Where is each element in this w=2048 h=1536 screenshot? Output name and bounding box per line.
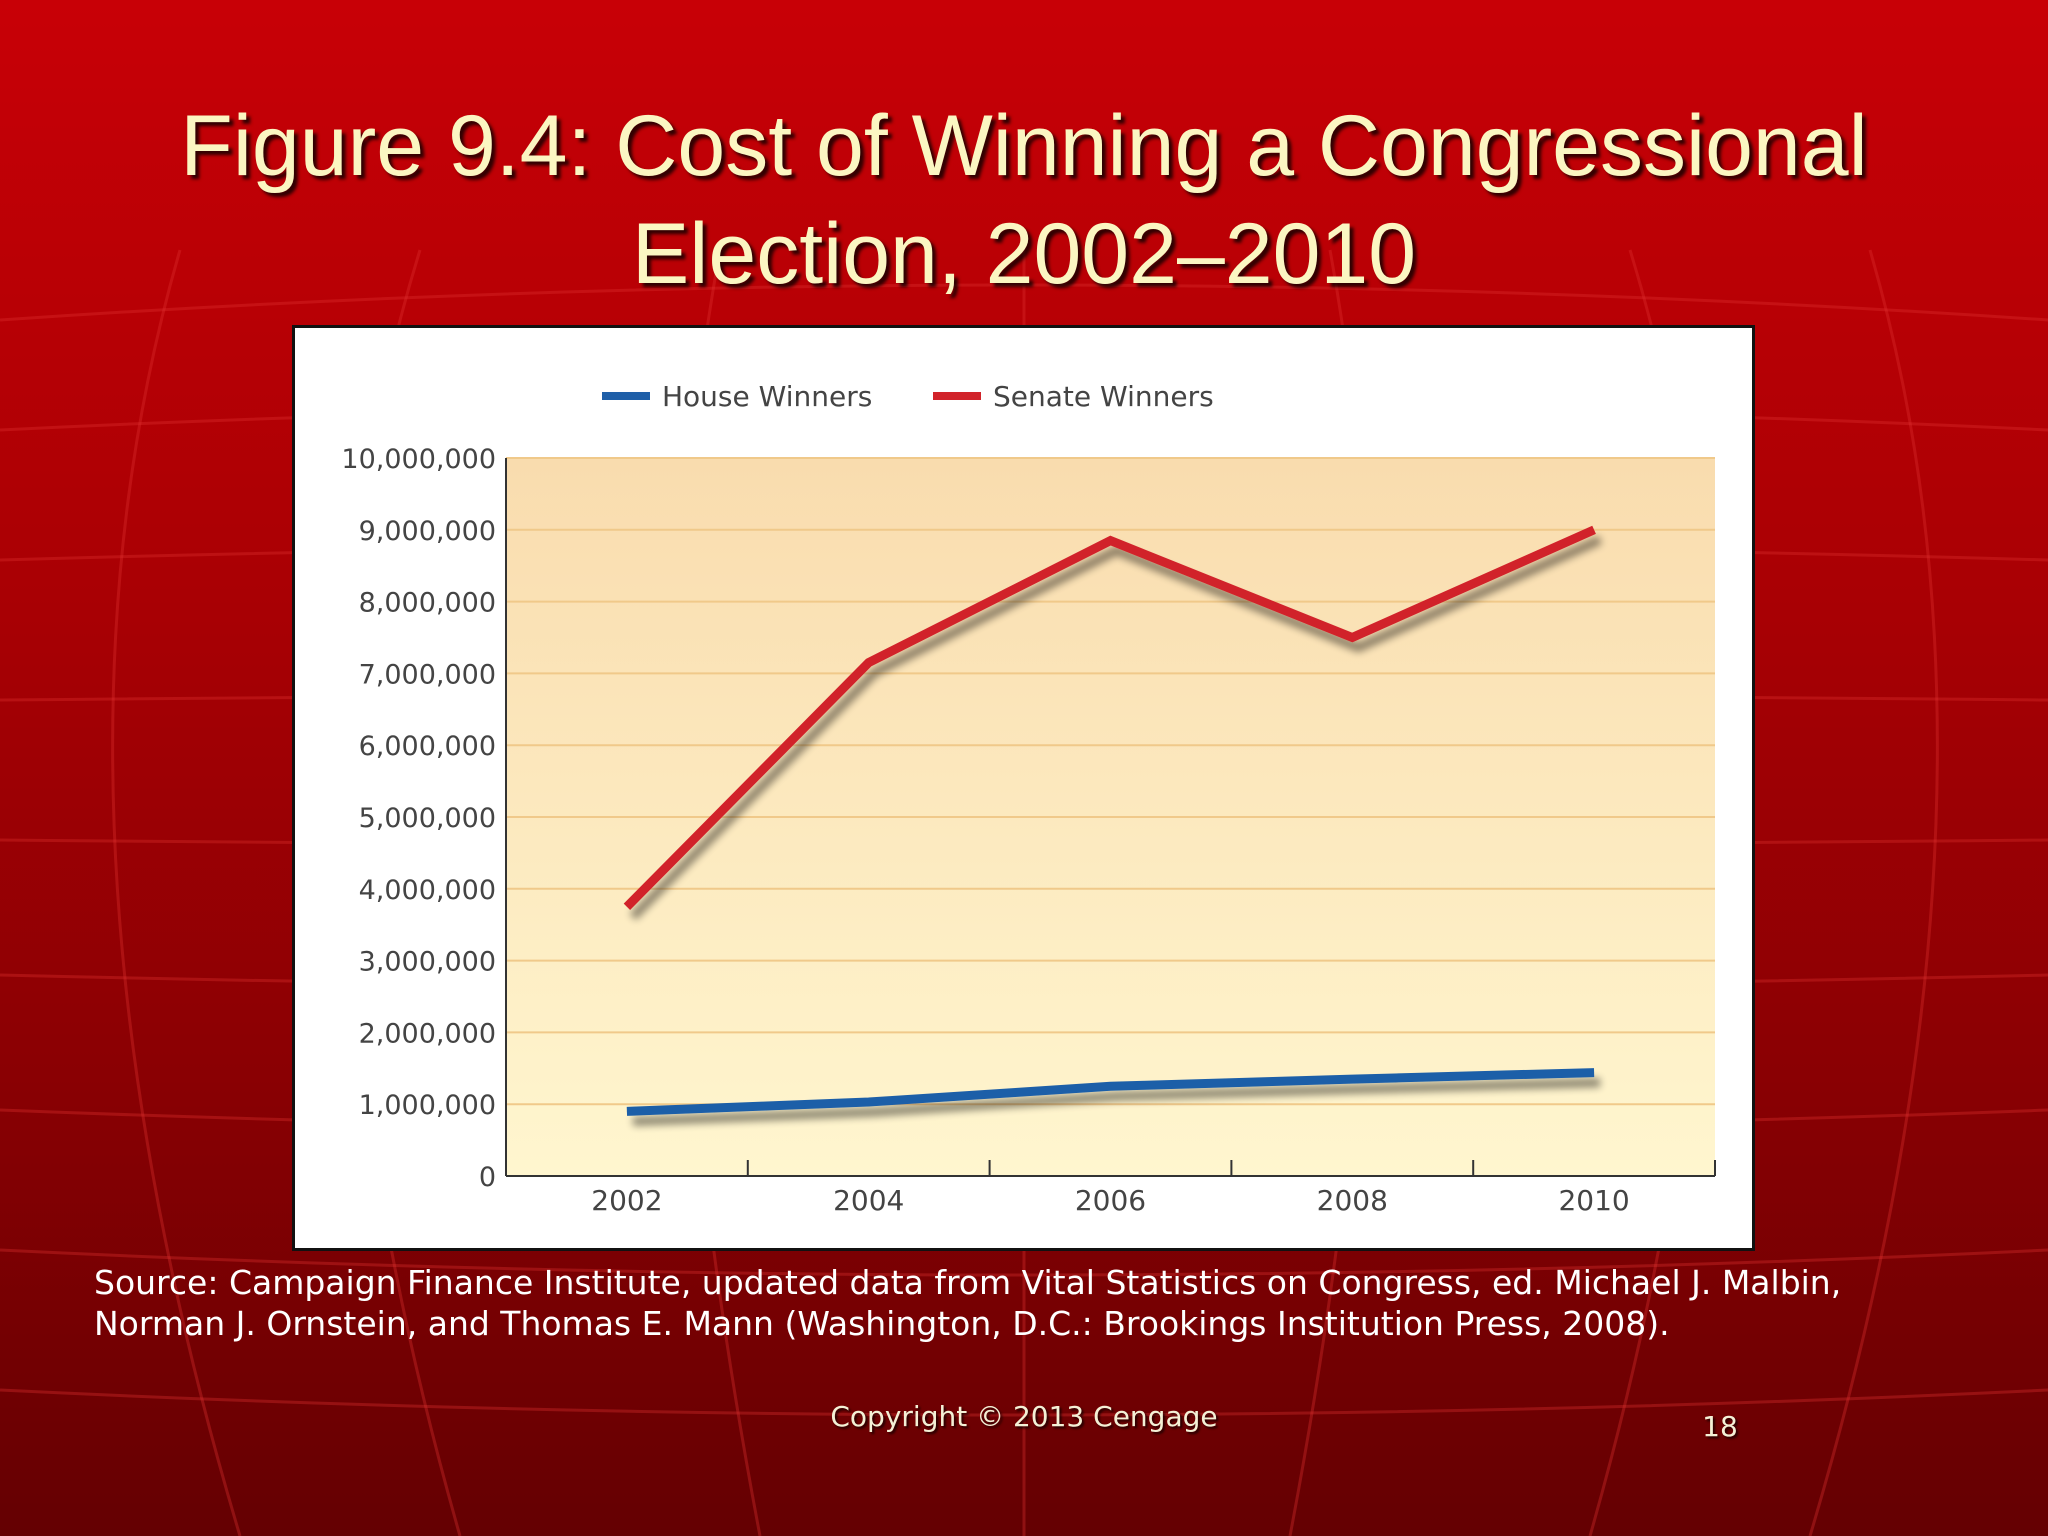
y-tick-label: 1,000,000 xyxy=(359,1090,496,1121)
slide-title-line-2: Election, 2002–2010 xyxy=(631,206,1417,302)
legend-label-senate-winners: Senate Winners xyxy=(993,380,1214,413)
y-tick-label: 4,000,000 xyxy=(359,875,496,906)
x-tick-label: 2010 xyxy=(1558,1184,1629,1217)
line-chart: 0 1,000,000 2,000,000 3,000,000 4,000,000 5,0… xyxy=(341,380,1716,1217)
y-axis-tick-labels: 0 1,000,000 2,000,000 3,000,000 4,000,000 5,0… xyxy=(341,444,496,1193)
x-tick-label: 2002 xyxy=(591,1184,662,1217)
source-line-2: Norman J. Ornstein, and Thomas E. Mann (… xyxy=(94,1304,1670,1343)
series-lines xyxy=(623,525,1596,1116)
slide-title-line-1: Figure 9.4: Cost of Winning a Congressio… xyxy=(180,98,1868,194)
y-tick-label: 8,000,000 xyxy=(359,588,496,619)
y-tick-label: 2,000,000 xyxy=(359,1018,496,1049)
x-tick-label: 2006 xyxy=(1075,1184,1146,1217)
x-tick-label: 2004 xyxy=(833,1184,904,1217)
legend-label-house-winners: House Winners xyxy=(662,380,872,413)
legend: House Winners Senate Winners xyxy=(602,380,1214,413)
y-tick-label: 7,000,000 xyxy=(359,659,496,690)
gridlines xyxy=(506,457,1715,1106)
x-tick-label: 2008 xyxy=(1317,1184,1388,1217)
chart-frame: 0 1,000,000 2,000,000 3,000,000 4,000,000 5,0… xyxy=(292,325,1755,1251)
y-tick-label: 3,000,000 xyxy=(359,947,496,978)
axes xyxy=(505,458,1716,1177)
y-tick-label: 0 xyxy=(479,1162,496,1193)
slide-title: Figure 9.4: Cost of Winning a Congressio… xyxy=(60,92,1988,308)
y-tick-label: 10,000,000 xyxy=(341,444,496,475)
page-number: 18 xyxy=(1702,1410,1738,1443)
source-line-1: Source: Campaign Finance Institute, upda… xyxy=(94,1263,1842,1302)
source-citation: Source: Campaign Finance Institute, upda… xyxy=(94,1262,1974,1344)
x-axis-tick-labels: 2002 2004 2006 2008 2010 xyxy=(591,1184,1629,1217)
y-tick-label: 6,000,000 xyxy=(359,731,496,762)
y-tick-label: 5,000,000 xyxy=(359,803,496,834)
copyright-notice: Copyright © 2013 Cengage xyxy=(830,1400,1218,1433)
y-tick-label: 9,000,000 xyxy=(359,516,496,547)
